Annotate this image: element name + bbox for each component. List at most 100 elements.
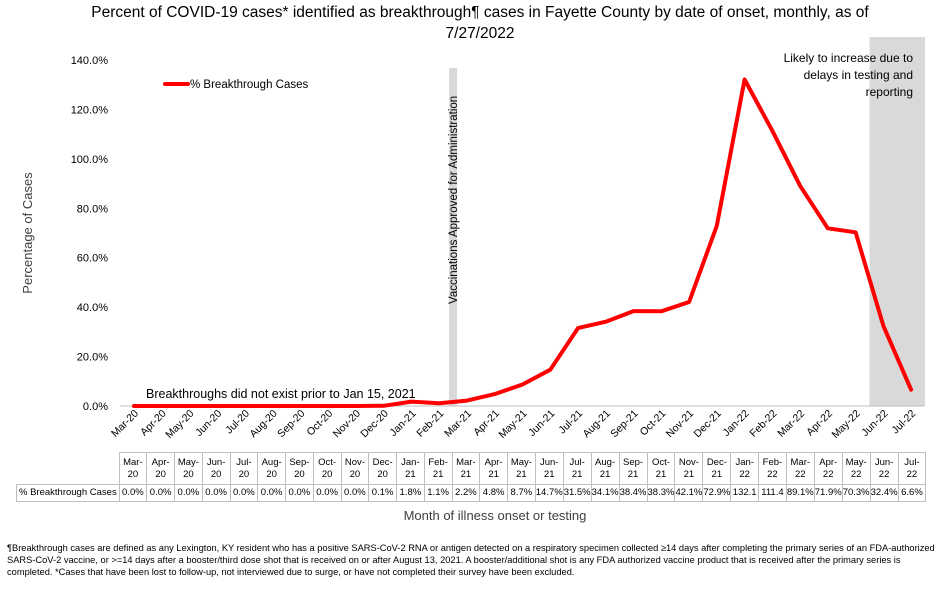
- table-header-text: May-: [510, 456, 532, 468]
- shaded-region: [869, 37, 925, 406]
- table-header-text: Nov-: [344, 456, 365, 468]
- footnote: ¶Breakthrough cases are defined as any L…: [7, 543, 935, 577]
- x-tick-label: Jun-20: [193, 408, 224, 439]
- table-header-text: Jun-: [539, 456, 559, 468]
- table-value-cell: 132.1: [730, 484, 760, 502]
- table-value-cell: 70.3%: [841, 484, 871, 502]
- table-header-text: 20: [377, 468, 388, 480]
- table-value-cell: 0.0%: [201, 484, 231, 502]
- table-value-cell: 1.8%: [396, 484, 425, 502]
- x-tick-label: Feb-21: [414, 408, 446, 440]
- series-line-breakthrough: [131, 77, 914, 408]
- x-tick-label: May-22: [829, 408, 862, 441]
- shaded-region-label: delays in testing and: [804, 68, 913, 82]
- legend-label: % Breakthrough Cases: [190, 79, 309, 91]
- table-header-text: Jan-: [401, 456, 420, 468]
- table-header-text: Apr-: [484, 456, 503, 468]
- table-header-text: 20: [210, 468, 222, 480]
- x-tick-label: Nov-21: [664, 408, 697, 441]
- table-value-cell: 71.9%: [813, 484, 843, 502]
- table-header-text: Sep-: [289, 456, 310, 468]
- x-tick-label: Jan-21: [387, 408, 418, 439]
- table-header-text: Oct-: [318, 456, 337, 468]
- table-header-text: 21: [683, 468, 695, 480]
- table-header-cell: Dec- 20: [368, 452, 397, 485]
- shaded-region-label: Likely to increase due to: [784, 51, 914, 65]
- table-header-text: 21: [516, 468, 527, 480]
- y-tick-label: 40.0%: [77, 302, 108, 314]
- table-header-cell: Sep- 21: [618, 452, 648, 485]
- table-header-cell: Apr- 20: [146, 452, 175, 485]
- table-header-text: 20: [294, 468, 305, 480]
- table-header-cell: Jul- 22: [897, 452, 927, 485]
- table-header-cell: Jan- 21: [396, 452, 425, 485]
- table-header-cell: May- 21: [507, 452, 536, 485]
- x-tick-label: Nov-20: [331, 408, 364, 441]
- table-value-cell: 0.1%: [368, 484, 397, 502]
- table-header-text: Dec-: [372, 456, 393, 468]
- table-header-text: Nov-: [678, 456, 699, 468]
- vaccination-label: Vaccinations Approved for Administration: [448, 96, 460, 304]
- table-header-text: Jun-: [206, 456, 226, 468]
- y-axis-title: Percentage of Cases: [20, 172, 35, 294]
- table-header-text: Mar-: [123, 456, 143, 468]
- table-value-cell: 4.8%: [479, 484, 508, 502]
- table-header-cell: Oct- 21: [646, 452, 676, 485]
- table-header-text: Jul-: [904, 456, 920, 468]
- x-tick-label: May-21: [496, 408, 529, 441]
- vaccination-line: [449, 68, 458, 406]
- x-tick-label: Feb-22: [747, 408, 779, 440]
- table-header-text: 20: [349, 468, 361, 480]
- table-header-cell: Jun- 22: [869, 452, 899, 485]
- table-header-text: Apr-: [151, 456, 170, 468]
- table-header-text: 20: [266, 468, 277, 480]
- table-value-cell: 0.0%: [257, 484, 286, 502]
- table-header-cell: Apr- 21: [479, 452, 508, 485]
- table-header-cell: Aug- 21: [590, 452, 620, 485]
- table-header-cell: Jul- 21: [562, 452, 592, 485]
- x-tick-label: Sep-21: [608, 408, 641, 441]
- table-value-cell: 111.4: [758, 484, 787, 502]
- no-breakthrough-note: Breakthroughs did not exist prior to Jan…: [146, 387, 416, 401]
- table-value-cell: 42.1%: [674, 484, 704, 502]
- chart-title: Percent of COVID-19 cases* identified as…: [91, 4, 869, 42]
- table-value-cell: 0.0%: [312, 484, 342, 502]
- y-tick-label: 120.0%: [71, 104, 109, 116]
- table-header-text: 22: [878, 468, 890, 480]
- table-header-cell: Mar- 22: [785, 452, 815, 485]
- table-header-cell: May- 20: [174, 452, 203, 485]
- y-tick-label: 80.0%: [77, 203, 108, 215]
- table-header-text: May-: [845, 456, 867, 468]
- table-header-text: 21: [627, 468, 639, 480]
- table-header-cell: Jan- 22: [730, 452, 760, 485]
- data-table: Mar- 20 Apr- 20 May- 20 Jun- 20 Jul- 20 Aug- 20 Sep-…: [16, 452, 927, 502]
- table-corner: [16, 452, 120, 485]
- y-tick-label: 100.0%: [71, 154, 109, 166]
- table-header-text: 20: [321, 468, 333, 480]
- table-header-text: 20: [238, 468, 250, 480]
- table-header-cell: Feb- 21: [423, 452, 453, 485]
- table-header-text: 21: [432, 468, 444, 480]
- table-header-text: 22: [767, 468, 778, 480]
- table-value-cell: 34.1%: [590, 484, 620, 502]
- table-header-text: 21: [488, 468, 499, 480]
- table-header-text: 21: [543, 468, 555, 480]
- table-header-text: 21: [655, 468, 667, 480]
- x-tick-label: Oct-20: [305, 408, 336, 439]
- table-header-text: 20: [155, 468, 166, 480]
- table-value-cell: 32.4%: [869, 484, 899, 502]
- table-header-text: Oct-: [651, 456, 670, 468]
- table-header-cell: Jun- 20: [201, 452, 231, 485]
- x-tick-label: Dec-20: [358, 408, 391, 441]
- table-header-text: 21: [460, 468, 472, 480]
- table-value-cell: 38.4%: [618, 484, 648, 502]
- table-header-text: Sep-: [622, 456, 644, 468]
- table-header-cell: Mar- 20: [118, 452, 148, 485]
- table-value-cell: 2.2%: [451, 484, 481, 502]
- table-header-text: 22: [822, 468, 834, 480]
- x-tick-label: Oct-21: [638, 408, 669, 439]
- x-tick-label: Aug-20: [247, 408, 280, 441]
- x-tick-label: May-20: [163, 408, 196, 441]
- table-header-text: 22: [739, 468, 750, 480]
- x-tick-label: Mar-20: [109, 408, 141, 440]
